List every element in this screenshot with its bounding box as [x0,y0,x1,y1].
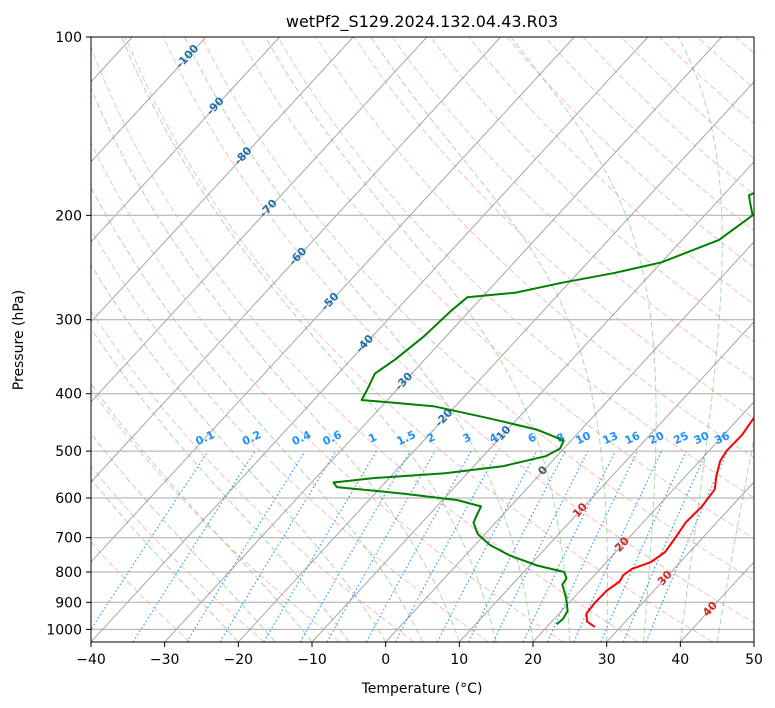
x-tick-label: −20 [224,652,254,668]
dry-adiabat-line [124,37,713,642]
mixing-ratio-line [365,450,472,642]
moist-adiabat-line [716,436,754,642]
mixing-ratio-label: 10 [574,429,594,447]
isotherm-line [91,37,575,563]
dry-adiabat-line [277,37,754,499]
y-tick-label: 100 [55,30,82,46]
moist-adiabat-line [91,432,276,642]
dry-adiabat-line [91,45,639,642]
mixing-ratio-line [467,450,566,642]
dry-adiabat-line [391,37,754,381]
isotherm-line [164,37,722,642]
mixing-ratio-line [492,450,589,642]
dry-adiabat-line [162,37,754,624]
x-tick-label: 0 [381,652,390,668]
isotherm-line [91,37,649,642]
mixing-ratio-line [600,450,687,642]
mixing-ratio-label: 30 [692,429,712,447]
mixing-ratio-label: 13 [601,429,620,447]
plot-frame [90,36,755,643]
moist-adiabat-line [264,37,571,642]
dry-adiabat-line [91,228,489,642]
isotherm-line [91,37,354,323]
dry-adiabat-line [91,141,564,642]
moist-adiabat-line [370,37,608,642]
dry-adiabat-line [315,37,754,459]
moist-adiabat-line [121,37,497,642]
y-axis-label: Pressure (hPa) [11,290,27,390]
x-tick-label: 50 [745,652,763,668]
x-tick-label: 40 [671,652,689,668]
x-tick-label: 20 [524,652,542,668]
dewpoint-profile-line [332,191,754,625]
x-tick-label: −10 [297,652,327,668]
isotherm-line [532,401,754,642]
isotherm-line [91,37,501,483]
y-tick-label: 800 [55,565,82,581]
mixing-ratio-label: 36 [713,429,733,447]
dry-adiabat-line [430,37,754,343]
x-tick-label: −40 [76,652,106,668]
mixing-ratio-line [219,450,337,642]
x-tick-label: 30 [598,652,616,668]
y-tick-label: 500 [55,444,82,460]
isotherm-line [237,81,754,642]
mixing-ratio-label: 20 [647,429,667,447]
mixing-ratio-label: 16 [623,429,643,447]
isotherm-line [606,481,754,642]
isotherm-line [91,37,428,403]
moist-adiabat-line [91,478,239,642]
chart-title: wetPf2_S129.2024.132.04.43.R03 [286,12,558,32]
moist-adiabat-line [678,37,723,642]
temperature-profile-line [585,416,754,628]
mixing-ratio-line [91,450,209,631]
isotherm-line [458,321,754,642]
dry-adiabat-line [468,37,754,305]
isotherm-line [91,37,207,163]
y-tick-label: 900 [55,595,82,611]
mixing-ratio-line [622,450,708,642]
moist-adiabat-line [91,263,387,642]
y-tick-label: 1000 [46,622,82,638]
dry-adiabat-line [91,465,265,642]
isotherm-line [91,37,280,243]
mixing-ratio-label: 25 [671,429,690,447]
y-tick-label: 200 [55,208,82,224]
x-tick-label: −30 [150,652,180,668]
mixing-ratio-line [186,450,306,642]
x-tick-label: 10 [450,652,468,668]
moist-adiabat-line [91,327,350,642]
isotherm-line [311,161,754,642]
mixing-ratio-line [394,450,499,642]
y-tick-label: 600 [55,491,82,507]
moist-adiabat-line [91,186,423,642]
y-tick-label: 300 [55,313,82,329]
y-tick-label: 400 [55,387,82,403]
isotherm-line [385,241,754,642]
y-tick-label: 700 [55,531,82,547]
x-axis-label: Temperature (°C) [361,681,483,697]
mixing-ratio-line [132,450,256,642]
